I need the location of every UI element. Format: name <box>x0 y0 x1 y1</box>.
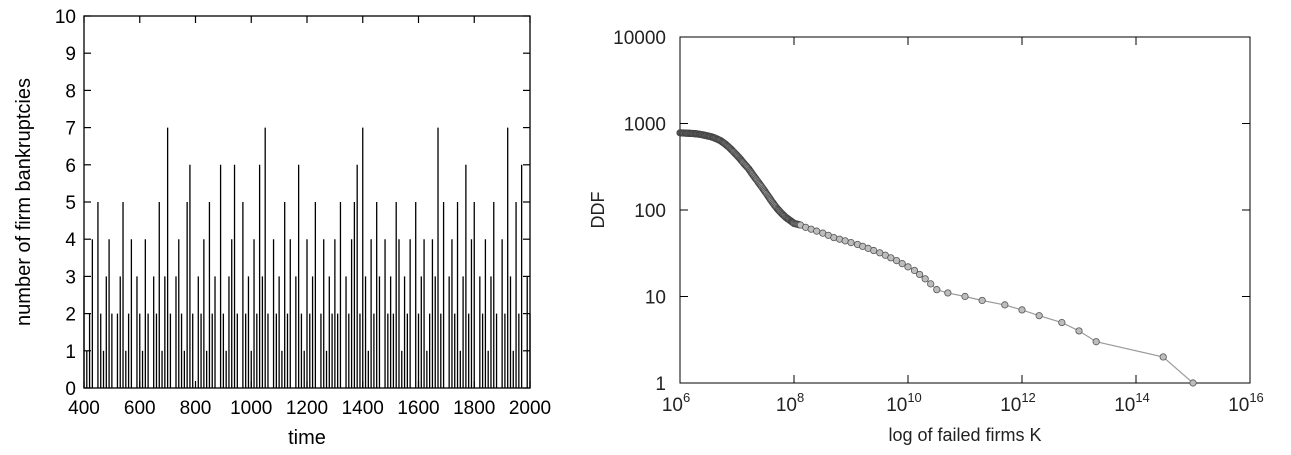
plot-frame <box>679 36 1251 384</box>
ddf-point <box>961 292 969 301</box>
x-tick-base: 10 <box>776 395 797 416</box>
x-tick-label: 400 <box>68 398 100 419</box>
x-axis-ticks: 106 108 1010 1012 1014 1016 <box>662 37 1264 416</box>
ddf-point <box>1159 353 1167 361</box>
ddf-point <box>1058 318 1066 327</box>
x-tick-label: 1010 <box>886 390 922 416</box>
x-tick-exponent: 8 <box>797 390 804 405</box>
x-tick-label: 1200 <box>286 398 328 419</box>
ddf-point <box>870 246 878 255</box>
y-tick-label: 5 <box>65 193 76 214</box>
y-tick-label: 10 <box>645 288 666 309</box>
x-tick-label: 800 <box>180 398 212 419</box>
y-tick-label: 3 <box>65 267 76 288</box>
ddf-point <box>927 280 935 288</box>
ddf-point <box>1035 312 1043 320</box>
ddf-point <box>898 260 906 268</box>
ddf-point <box>978 296 986 305</box>
x-tick-exponent: 6 <box>683 390 690 405</box>
y-axis-label: number of firm bankruptcies <box>13 78 35 326</box>
x-tick-base: 10 <box>662 395 683 416</box>
ddf-point <box>887 254 895 262</box>
ddf-point <box>1092 338 1100 346</box>
x-tick-base: 10 <box>1228 395 1249 416</box>
y-tick-label: 9 <box>65 44 76 65</box>
bankruptcies-chart-svg: 400 600 800 1000 1200 1400 1600 1800 2000 0 1 2 3 4 5… <box>13 7 551 449</box>
ddf-point <box>910 266 919 275</box>
ddf-point <box>921 275 929 283</box>
y-tick-label: 7 <box>65 119 76 140</box>
x-tick-exponent: 10 <box>907 390 921 405</box>
x-tick-label: 1600 <box>397 398 439 419</box>
x-tick-label: 1016 <box>1228 390 1264 416</box>
y-tick-label: 1 <box>655 374 666 395</box>
y-axis-ticks: 0 1 2 3 4 5 6 7 8 9 10 <box>55 7 530 400</box>
x-tick-base: 10 <box>886 395 907 416</box>
x-tick-exponent: 12 <box>1021 390 1035 405</box>
y-tick-label: 6 <box>65 156 76 177</box>
ddf-point <box>1075 327 1083 335</box>
x-tick-label: 1400 <box>342 398 384 419</box>
x-tick-exponent: 16 <box>1249 390 1263 405</box>
y-tick-label: 8 <box>65 81 76 102</box>
y-axis-label: DDF <box>588 192 608 229</box>
x-tick-label: 1000 <box>230 398 272 419</box>
x-tick-label: 2000 <box>509 398 551 419</box>
bankruptcies-chart: 400 600 800 1000 1200 1400 1600 1800 2000 0 1 2 3 4 5… <box>0 0 560 450</box>
ddf-chart: 106 108 1010 1012 1014 1016 1 10 100 1000 10000 l… <box>560 0 1291 450</box>
ddf-point <box>841 237 849 245</box>
x-tick-label: 1012 <box>1000 390 1036 416</box>
ddf-point <box>1018 306 1026 314</box>
y-tick-label: 100 <box>634 201 666 222</box>
ddf-point <box>892 257 901 265</box>
y-tick-label: 2 <box>65 305 76 326</box>
y-tick-label: 1000 <box>624 115 666 136</box>
ddf-point <box>813 227 821 235</box>
y-tick-label: 4 <box>65 230 76 251</box>
y-tick-label: 10000 <box>613 28 666 49</box>
x-tick-base: 10 <box>1000 395 1021 416</box>
ddf-connecting-line <box>679 132 1194 384</box>
ddf-point <box>944 289 952 297</box>
x-axis-label: time <box>288 427 326 449</box>
x-tick-label: 1014 <box>1114 390 1150 416</box>
y-tick-label: 0 <box>65 379 76 400</box>
y-axis-ticks: 1 10 100 1000 10000 <box>613 28 1250 395</box>
x-tick-label: 600 <box>124 398 156 419</box>
ddf-point <box>916 270 924 279</box>
x-tick-exponent: 14 <box>1135 390 1149 405</box>
x-axis-ticks: 400 600 800 1000 1200 1400 1600 1800 2000 <box>68 16 551 419</box>
x-tick-label: 108 <box>776 390 804 416</box>
ddf-point <box>847 238 855 247</box>
x-tick-label: 1800 <box>453 398 495 419</box>
ddf-point <box>1189 379 1197 387</box>
ddf-data-points <box>676 129 1197 387</box>
ddf-point <box>904 263 912 271</box>
x-tick-label: 106 <box>662 390 690 416</box>
x-tick-base: 10 <box>1114 395 1135 416</box>
y-tick-label: 1 <box>65 342 76 363</box>
ddf-point <box>933 286 941 294</box>
ddf-point <box>1001 301 1009 309</box>
x-axis-label: log of failed firms K <box>888 425 1041 445</box>
y-tick-label: 10 <box>55 7 76 28</box>
bankruptcy-series <box>83 127 531 388</box>
